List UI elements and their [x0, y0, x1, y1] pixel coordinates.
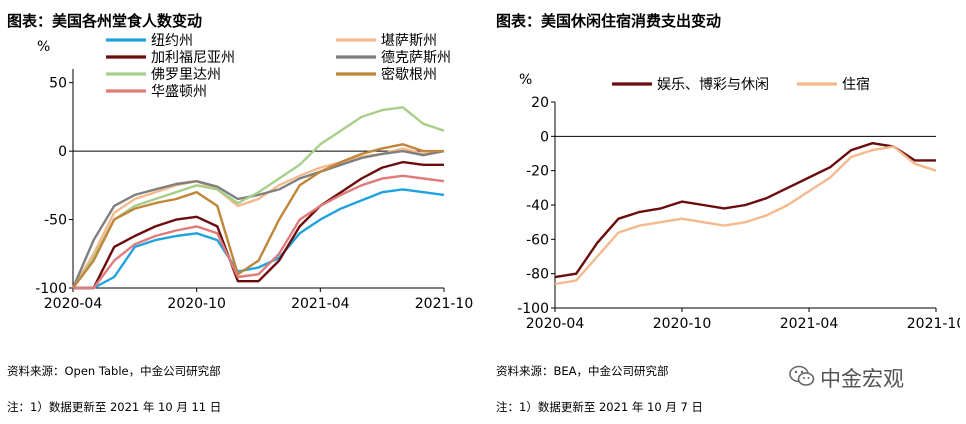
x-tick-label: 2020-10 — [167, 296, 226, 312]
right-source: 资料来源：BEA，中金公司研究部 — [496, 364, 669, 378]
y-tick-label: 20 — [531, 95, 549, 111]
watermark-text: 中金宏观 — [820, 367, 904, 391]
series-line-7 — [73, 174, 445, 290]
x-tick-label: 2021-10 — [415, 296, 474, 312]
y-tick-label: -80 — [526, 267, 549, 283]
y-axis-label: % — [37, 39, 50, 55]
series-line-1 — [73, 188, 445, 290]
series-line-4 — [71, 149, 445, 289]
leisure-spending-chart: 20 0 -20 -40 -60 -80 -100% 2020-04 2020-10 2021-0… — [517, 72, 960, 332]
y-tick-label: -100 — [517, 301, 549, 317]
y-tick-label: -60 — [526, 232, 549, 248]
legend-label: 堪萨斯州 — [381, 33, 437, 49]
y-axis-label: % — [519, 72, 532, 88]
y-tick-label: -20 — [526, 164, 549, 180]
legend-label: 加利福尼亚州 — [151, 50, 235, 66]
legend-label: 德克萨斯州 — [381, 50, 451, 66]
left-source: 资料来源：Open Table，中金公司研究部 — [7, 364, 221, 378]
y-tick-label: 0 — [540, 129, 549, 145]
legend-label: 佛罗里达州 — [151, 67, 221, 83]
legend-label: 密歇根州 — [381, 66, 437, 83]
left-chart-title: 图表：美国各州堂食人数变动 — [7, 12, 203, 30]
legend-label: 华盛顿州 — [151, 84, 207, 100]
x-tick-label: 2020-04 — [526, 316, 585, 332]
y-tick-label: 50 — [49, 76, 67, 92]
x-tick-label: 2020-04 — [44, 296, 103, 312]
series-line-3 — [73, 160, 444, 290]
series-line-1 — [554, 141, 936, 279]
wechat-icon — [789, 365, 815, 386]
right-chart-title: 图表：美国休闲住宿消费支出变动 — [496, 12, 722, 30]
series-line-6 — [72, 143, 444, 289]
series-line-2 — [554, 145, 937, 286]
y-tick-label: -40 — [526, 198, 549, 214]
right-note: 注：1）数据更新至 2021 年 10 月 7 日 — [496, 400, 703, 414]
left-note: 注：1）数据更新至 2021 年 10 月 11 日 — [7, 400, 222, 414]
x-tick-label: 2020-10 — [653, 316, 712, 332]
dine-in-chart: 50 0 -50 -100% 2020-04 2020-10 2021-04 2021-10 纽… — [35, 33, 474, 312]
y-tick-label: -50 — [44, 213, 67, 229]
x-tick-label: 2021-10 — [907, 316, 960, 332]
y-tick-label: 0 — [58, 144, 67, 160]
legend-label: 娱乐、博彩与休闲 — [657, 76, 769, 93]
legend: 娱乐、博彩与休闲 住宿 — [612, 76, 870, 93]
x-tick-label: 2021-04 — [780, 316, 839, 332]
legend-label: 纽约州 — [151, 33, 193, 49]
y-tick-label: -100 — [35, 281, 67, 297]
series-line-5 — [72, 106, 445, 289]
x-tick-label: 2021-04 — [291, 296, 350, 312]
legend-label: 住宿 — [842, 76, 870, 93]
